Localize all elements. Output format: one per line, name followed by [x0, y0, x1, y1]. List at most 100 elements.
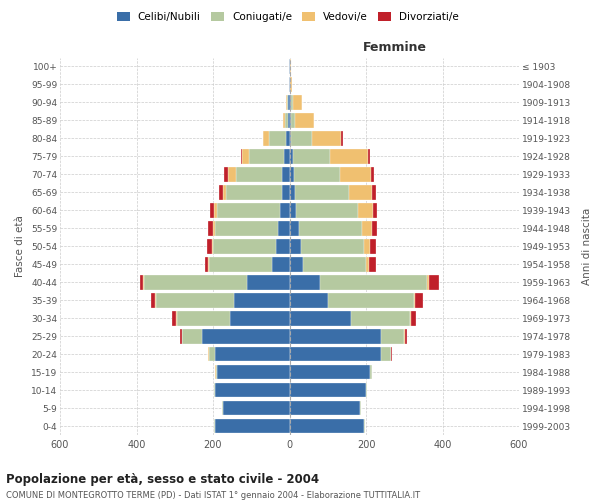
Bar	[362, 221, 372, 236]
Legend: Celibi/Nubili, Coniugati/e, Vedovi/e, Divorziati/e: Celibi/Nubili, Coniugati/e, Vedovi/e, Di…	[113, 8, 463, 26]
Bar	[208, 221, 213, 236]
Bar	[391, 346, 392, 362]
Bar	[290, 239, 301, 254]
Bar	[290, 329, 382, 344]
Bar	[415, 293, 422, 308]
Bar	[286, 131, 290, 146]
Bar	[227, 167, 236, 182]
Bar	[320, 275, 427, 289]
Bar	[290, 221, 299, 236]
Bar	[429, 275, 439, 289]
Bar	[289, 95, 290, 110]
Bar	[208, 257, 209, 272]
Bar	[289, 59, 290, 74]
Bar	[349, 185, 372, 200]
Bar	[296, 203, 358, 218]
Bar	[215, 418, 290, 434]
Bar	[222, 400, 223, 415]
Bar	[290, 311, 350, 326]
Bar	[215, 346, 290, 362]
Bar	[290, 131, 292, 146]
Bar	[290, 77, 292, 92]
Bar	[293, 95, 302, 110]
Bar	[272, 257, 290, 272]
Bar	[181, 329, 182, 344]
Bar	[215, 364, 217, 380]
Bar	[207, 239, 212, 254]
Bar	[215, 221, 278, 236]
Y-axis label: Fasce di età: Fasce di età	[16, 216, 25, 277]
Bar	[202, 329, 290, 344]
Bar	[290, 149, 293, 164]
Bar	[369, 257, 376, 272]
Bar	[286, 95, 287, 110]
Text: COMUNE DI MONTEGROTTO TERME (PD) - Dati ISTAT 1° gennaio 2004 - Elaborazione TUT: COMUNE DI MONTEGROTTO TERME (PD) - Dati …	[6, 491, 420, 500]
Bar	[290, 275, 320, 289]
Bar	[290, 95, 293, 110]
Bar	[290, 418, 364, 434]
Bar	[276, 239, 290, 254]
Bar	[290, 346, 382, 362]
Bar	[290, 257, 303, 272]
Bar	[151, 293, 155, 308]
Bar	[404, 329, 405, 344]
Bar	[214, 418, 215, 434]
Bar	[241, 149, 242, 164]
Bar	[293, 149, 329, 164]
Bar	[350, 311, 410, 326]
Bar	[230, 311, 290, 326]
Bar	[284, 149, 290, 164]
Bar	[217, 364, 290, 380]
Bar	[405, 329, 407, 344]
Bar	[143, 275, 144, 289]
Bar	[234, 293, 290, 308]
Bar	[364, 239, 370, 254]
Bar	[290, 113, 292, 128]
Text: Femmine: Femmine	[363, 40, 427, 54]
Bar	[366, 382, 367, 398]
Bar	[373, 203, 377, 218]
Bar	[282, 185, 290, 200]
Bar	[294, 167, 340, 182]
Bar	[313, 131, 341, 146]
Bar	[219, 185, 223, 200]
Bar	[172, 311, 176, 326]
Bar	[289, 77, 290, 92]
Bar	[371, 167, 374, 182]
Bar	[140, 275, 143, 289]
Bar	[370, 364, 372, 380]
Bar	[278, 221, 290, 236]
Bar	[215, 382, 290, 398]
Bar	[182, 329, 202, 344]
Bar	[340, 167, 371, 182]
Bar	[358, 203, 373, 218]
Bar	[372, 185, 376, 200]
Bar	[372, 221, 377, 236]
Bar	[427, 275, 429, 289]
Bar	[263, 131, 269, 146]
Bar	[236, 167, 282, 182]
Bar	[209, 257, 272, 272]
Bar	[341, 131, 343, 146]
Bar	[370, 239, 376, 254]
Bar	[364, 418, 365, 434]
Bar	[212, 239, 213, 254]
Bar	[414, 293, 415, 308]
Bar	[290, 203, 296, 218]
Bar	[214, 203, 217, 218]
Bar	[290, 364, 370, 380]
Bar	[223, 185, 226, 200]
Bar	[242, 149, 250, 164]
Bar	[217, 203, 280, 218]
Bar	[205, 257, 208, 272]
Bar	[303, 257, 366, 272]
Bar	[295, 185, 349, 200]
Bar	[290, 185, 295, 200]
Bar	[250, 149, 284, 164]
Bar	[290, 167, 294, 182]
Bar	[292, 113, 295, 128]
Bar	[368, 149, 370, 164]
Bar	[224, 167, 227, 182]
Text: Popolazione per età, sesso e stato civile - 2004: Popolazione per età, sesso e stato civil…	[6, 472, 319, 486]
Bar	[282, 167, 290, 182]
